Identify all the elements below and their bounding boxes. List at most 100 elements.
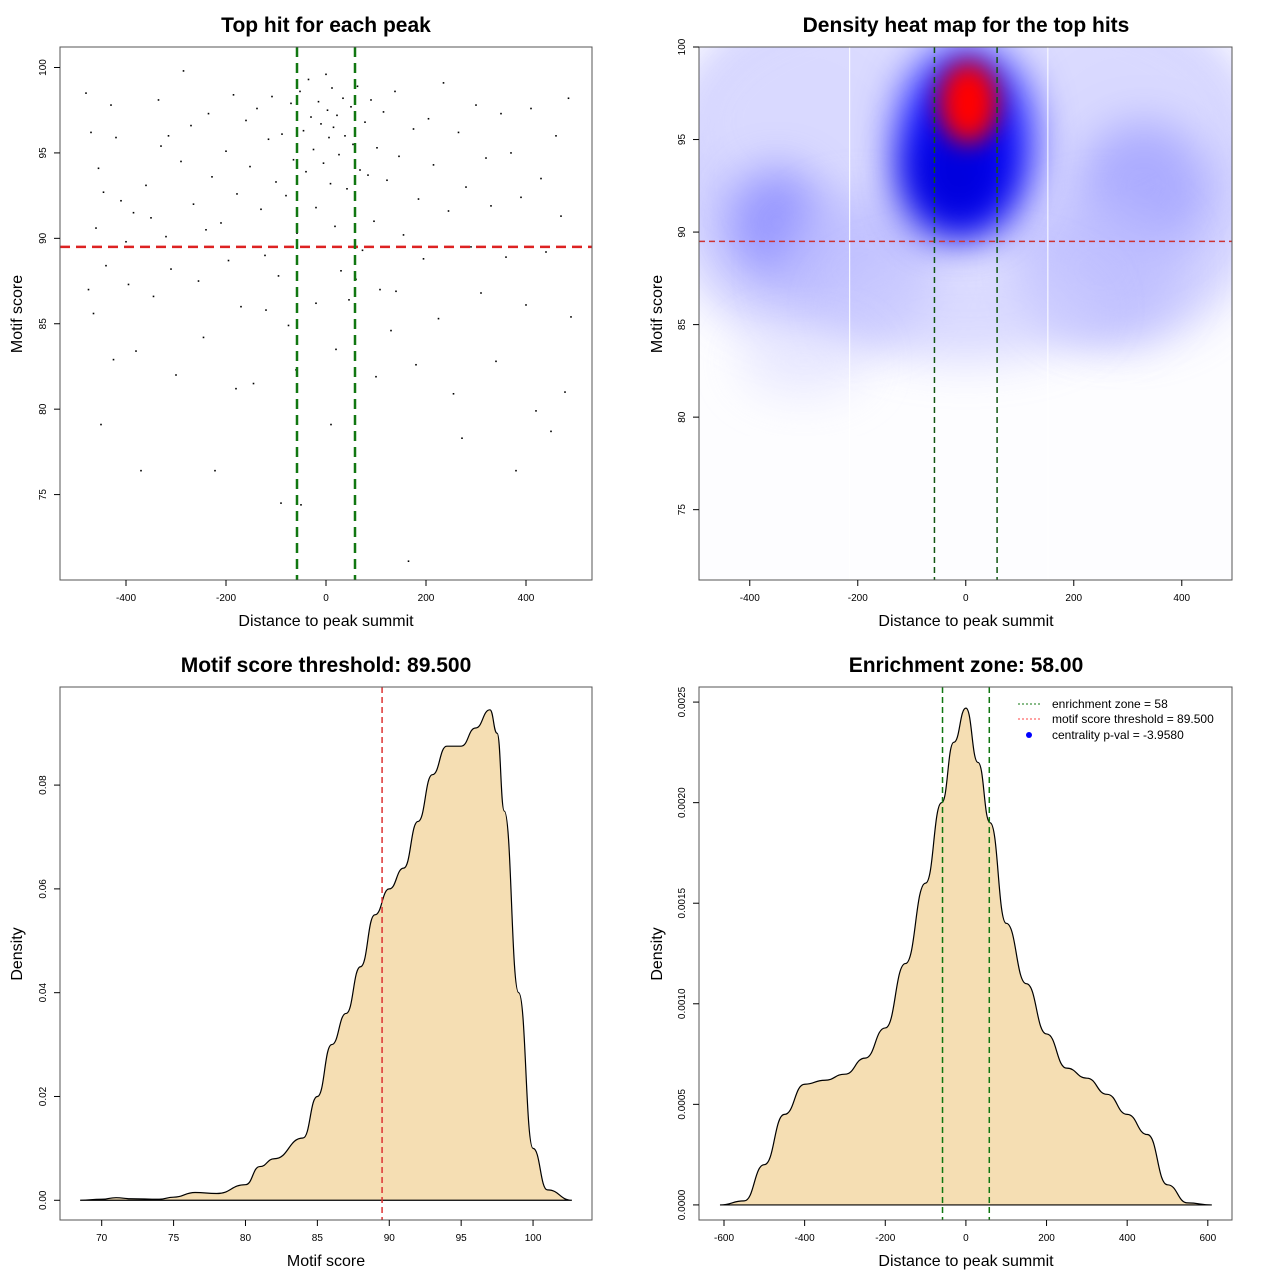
legend-entry: motif score threshold = 89.500 [1052,712,1214,726]
data-point [475,104,477,106]
data-point [135,350,137,352]
plot-area: -400 -200 0 200 400 75 80 85 90 95 100 [677,38,1233,604]
legend-swatch [1026,732,1032,738]
data-point [402,234,405,236]
data-point [264,254,266,257]
data-point [500,112,502,115]
data-point [95,227,97,229]
data-point [190,124,192,127]
data-point [150,217,152,219]
data-point [432,164,435,166]
data-point [305,170,307,173]
density-curve [80,709,572,1201]
x-tick-label: 90 [384,1233,396,1244]
data-point [379,288,381,291]
y-axis-label: Motif score [9,275,26,353]
data-point [205,228,207,231]
data-point [112,358,115,361]
y-tick-label: 0.0025 [677,686,688,717]
plot-area: -400 -200 0 200 400 75 80 85 90 95 100 [38,46,593,604]
y-tick-label: 0.00 [38,1190,49,1210]
data-point [461,437,463,440]
data-point [232,94,235,96]
data-point [470,246,472,248]
x-tick-label: 85 [312,1233,324,1244]
y-tick-label: 75 [38,489,49,501]
data-point [240,305,242,308]
data-point [160,145,162,147]
data-point [202,336,205,339]
data-point [350,105,352,108]
density-blob [938,61,999,144]
data-point [550,430,552,433]
y-tick-label: 85 [38,318,49,330]
data-point [394,90,396,93]
data-point [330,423,332,426]
data-point [382,111,385,113]
x-tick-label: -400 [116,593,136,604]
data-point [211,176,213,178]
y-axis-label: Density [649,927,666,980]
data-point [167,135,170,137]
data-point [334,225,336,228]
y-tick-label: 100 [38,59,49,76]
x-tick-label: -200 [216,593,236,604]
x-tick-label: 400 [1173,593,1190,604]
data-point [525,304,527,306]
data-point [260,208,262,211]
data-point [395,290,397,293]
data-point [110,104,112,106]
plot-area: -600 -400 -200 0 200 400 600 0.0000 0.0005 0.0010… [677,686,1233,1244]
data-point [87,288,90,291]
data-point [275,181,277,183]
panel-heatmap: Density heat map for the top hits Distan… [649,14,1233,630]
data-point [336,114,338,117]
x-tick-label: 80 [240,1233,252,1244]
y-tick-label: 0.0015 [677,887,688,918]
data-point [256,107,258,110]
x-tick-label: 95 [456,1233,468,1244]
data-point [125,240,127,243]
data-point [152,295,155,298]
data-point [277,275,280,277]
data-point [92,312,95,315]
data-point [422,258,425,260]
legend: enrichment zone = 58 motif score thresho… [1018,697,1214,742]
data-point [359,169,361,171]
data-point [90,131,92,134]
y-axis-label: Density [9,927,26,980]
data-point [342,97,344,100]
data-point [267,138,270,141]
data-point [338,153,340,156]
data-point [412,128,415,130]
data-point [307,78,310,81]
x-tick-label: 0 [323,593,329,604]
y-tick-label: 100 [677,38,688,55]
heatmap [699,47,1232,580]
data-point [225,150,227,153]
chart-title: Motif score threshold: 89.500 [181,654,472,677]
x-tick-label: -400 [795,1233,815,1244]
y-tick-label: 85 [677,319,688,331]
data-point [348,299,350,301]
data-point [376,146,378,149]
data-point [220,222,222,224]
data-point [214,469,216,472]
density-blob [906,121,1004,233]
x-tick-label: 400 [1119,1233,1136,1244]
data-point [465,186,467,188]
data-point [140,469,142,472]
data-point [227,259,230,262]
x-tick-label: 0 [963,593,969,604]
data-point [182,70,185,72]
x-tick-label: 70 [96,1233,108,1244]
data-point [447,210,450,212]
x-tick-label: -200 [848,593,868,604]
data-point [85,92,87,94]
data-point [192,203,195,205]
data-point [102,191,105,194]
data-point [407,560,410,563]
data-point [236,193,238,195]
data-point [300,504,302,506]
data-point [175,374,177,376]
